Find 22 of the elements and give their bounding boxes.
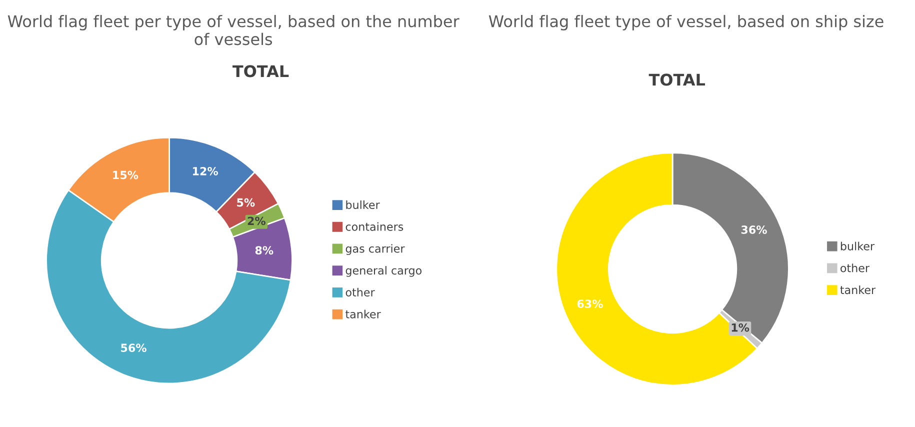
data-label: 56% xyxy=(121,344,146,352)
data-label: 12% xyxy=(192,166,218,176)
legend-label: tanker xyxy=(346,310,381,318)
legend-label: tanker xyxy=(840,286,876,294)
data-label: 1% xyxy=(732,323,750,332)
legend-label: bulker xyxy=(840,242,875,250)
legend-label: other xyxy=(346,288,375,296)
data-label: 2% xyxy=(248,216,266,226)
legend-label: containers xyxy=(346,222,404,231)
chart-subtitle: TOTAL xyxy=(648,74,705,86)
legend-label: other xyxy=(840,264,870,272)
legend-label: bulker xyxy=(346,200,380,210)
chart-title: World flag fleet per type of vessel, based on the number of vessels xyxy=(8,14,460,46)
legend-label: general cargo xyxy=(346,266,422,277)
data-label: 63% xyxy=(577,300,603,308)
chart-title: World flag fleet type of vessel, based on ship size xyxy=(488,14,884,30)
legend-label: gas carrier xyxy=(346,244,405,255)
chart-subtitle: TOTAL xyxy=(232,65,289,78)
data-label: 8% xyxy=(255,246,274,255)
data-label: 5% xyxy=(237,198,255,207)
data-label: 36% xyxy=(741,226,767,234)
data-label: 15% xyxy=(113,170,138,180)
